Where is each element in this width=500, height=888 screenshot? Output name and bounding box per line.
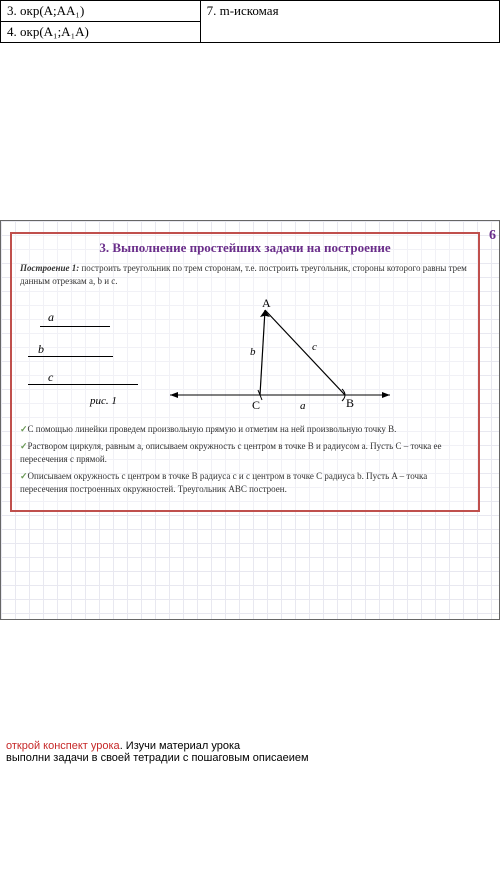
tri-B: B (346, 396, 354, 410)
triangle-diagram: A B C a b c (170, 295, 390, 415)
bottom-instruction: открой конспект урока. Изучи материал ур… (6, 740, 309, 764)
seg-b-line (28, 356, 113, 357)
cell-4: 4. окр(A₁;A₁A) (1, 22, 201, 43)
cell-3: 3. окр(A;AA₁) (1, 1, 201, 22)
seg-a-label: a (48, 310, 54, 325)
ris-label: рис. 1 (90, 395, 117, 407)
bottom-t2: выполни задачи в своей тетрадии с пошаго… (6, 752, 309, 764)
seg-a-line (40, 326, 110, 327)
section-title: 3. Выполнение простейших задачи на постр… (20, 240, 470, 256)
tri-C: C (252, 398, 260, 412)
bottom-t1: . Изучи материал урока (120, 740, 240, 752)
construction-body: построить треугольник по трем сторонам, … (20, 263, 467, 286)
seg-b-label: b (38, 342, 44, 357)
step-1: С помощью линейки проведем произвольную … (28, 424, 397, 434)
content-frame: 3. Выполнение простейших задачи на постр… (10, 232, 480, 512)
steps-list: ✓С помощью линейки проведем произвольную… (20, 423, 470, 497)
top-table: 3. окр(A;AA₁) 7. m-искомая 4. окр(A₁;A₁A… (0, 0, 500, 43)
cell-7: 7. m-искомая (200, 1, 499, 43)
diagram-row: a b c рис. 1 A (20, 295, 470, 415)
tri-c: c (312, 341, 317, 353)
tri-a: a (300, 400, 306, 412)
konspekt-link[interactable]: открой конспект урока (6, 740, 120, 752)
construction-intro: Построение 1: построить треугольник по т… (20, 262, 470, 287)
page-number: 6 (489, 228, 496, 244)
step-3: Описываем окружность с центром в точке B… (20, 471, 427, 495)
construction-label: Построение 1: (20, 263, 79, 273)
segments-panel: a b c рис. 1 (20, 300, 150, 410)
check-icon: ✓ (20, 471, 28, 481)
triangle-svg: A B C a b c (170, 295, 390, 415)
seg-c-label: c (48, 370, 53, 385)
check-icon: ✓ (20, 441, 28, 451)
check-icon: ✓ (20, 424, 28, 434)
seg-c-line (28, 384, 138, 385)
tri-A: A (262, 296, 271, 310)
step-2: Раствором циркуля, равным a, описываем о… (20, 441, 442, 465)
tri-b: b (250, 346, 256, 358)
